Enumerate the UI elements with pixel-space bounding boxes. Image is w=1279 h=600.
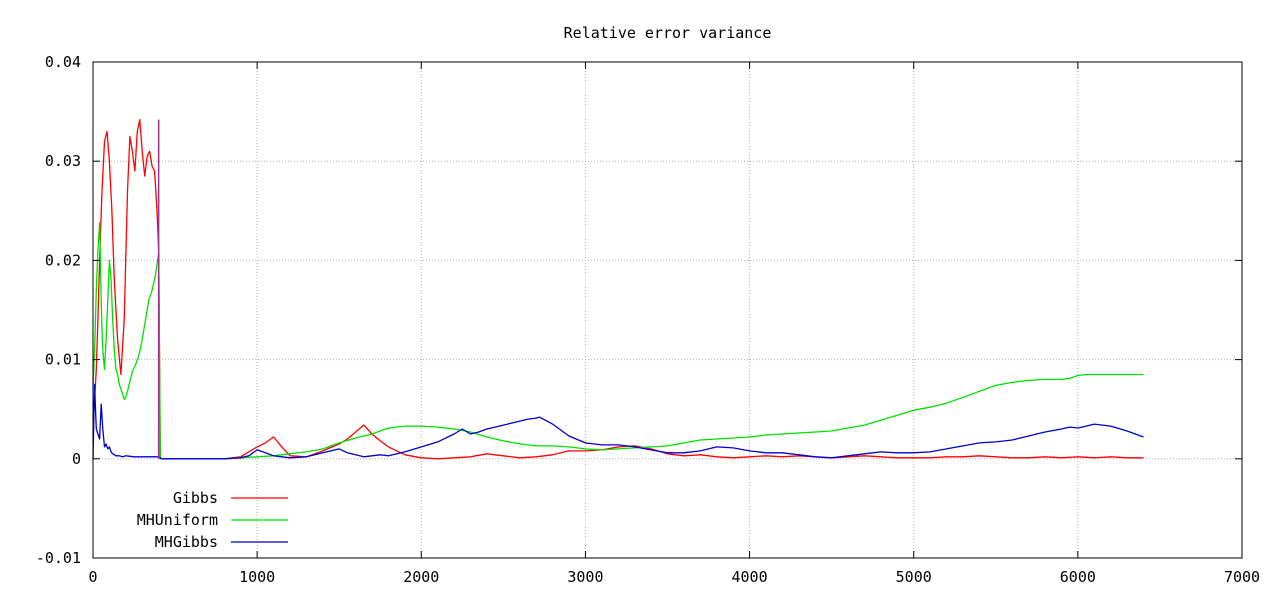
y-tick-label: 0.02 bbox=[45, 251, 81, 269]
legend-label-mhuniform: MHUniform bbox=[137, 511, 218, 529]
chart-title: Relative error variance bbox=[564, 24, 772, 42]
x-tick-label: 3000 bbox=[567, 568, 603, 586]
x-tick-label: 7000 bbox=[1224, 568, 1260, 586]
y-tick-label: 0.01 bbox=[45, 351, 81, 369]
axis-ticks: 0 1000 2000 3000 4000 5000 6000 7000 -0.01 0 0.01 0… bbox=[36, 53, 1260, 586]
x-tick-label: 5000 bbox=[896, 568, 932, 586]
x-tick-label: 4000 bbox=[732, 568, 768, 586]
y-tick-label: 0.03 bbox=[45, 152, 81, 170]
y-tick-label: -0.01 bbox=[36, 549, 81, 567]
series-line-mhgibbs bbox=[92, 383, 1144, 460]
series-line-gibbs bbox=[92, 118, 1144, 460]
legend-label-gibbs: Gibbs bbox=[173, 489, 218, 507]
legend-label-mhgibbs: MHGibbs bbox=[155, 533, 218, 551]
x-tick-label: 0 bbox=[88, 568, 97, 586]
legend: Gibbs MHUniform MHGibbs bbox=[137, 489, 288, 551]
plot-frame bbox=[92, 61, 1243, 559]
x-tick-label: 2000 bbox=[403, 568, 439, 586]
series-group bbox=[92, 118, 1144, 460]
y-tick-label: 0.04 bbox=[45, 53, 81, 71]
series-line-mhuniform bbox=[92, 222, 1144, 460]
grid bbox=[93, 62, 1242, 558]
y-tick-label: 0 bbox=[72, 450, 81, 468]
x-tick-label: 6000 bbox=[1060, 568, 1096, 586]
x-tick-label: 1000 bbox=[239, 568, 275, 586]
